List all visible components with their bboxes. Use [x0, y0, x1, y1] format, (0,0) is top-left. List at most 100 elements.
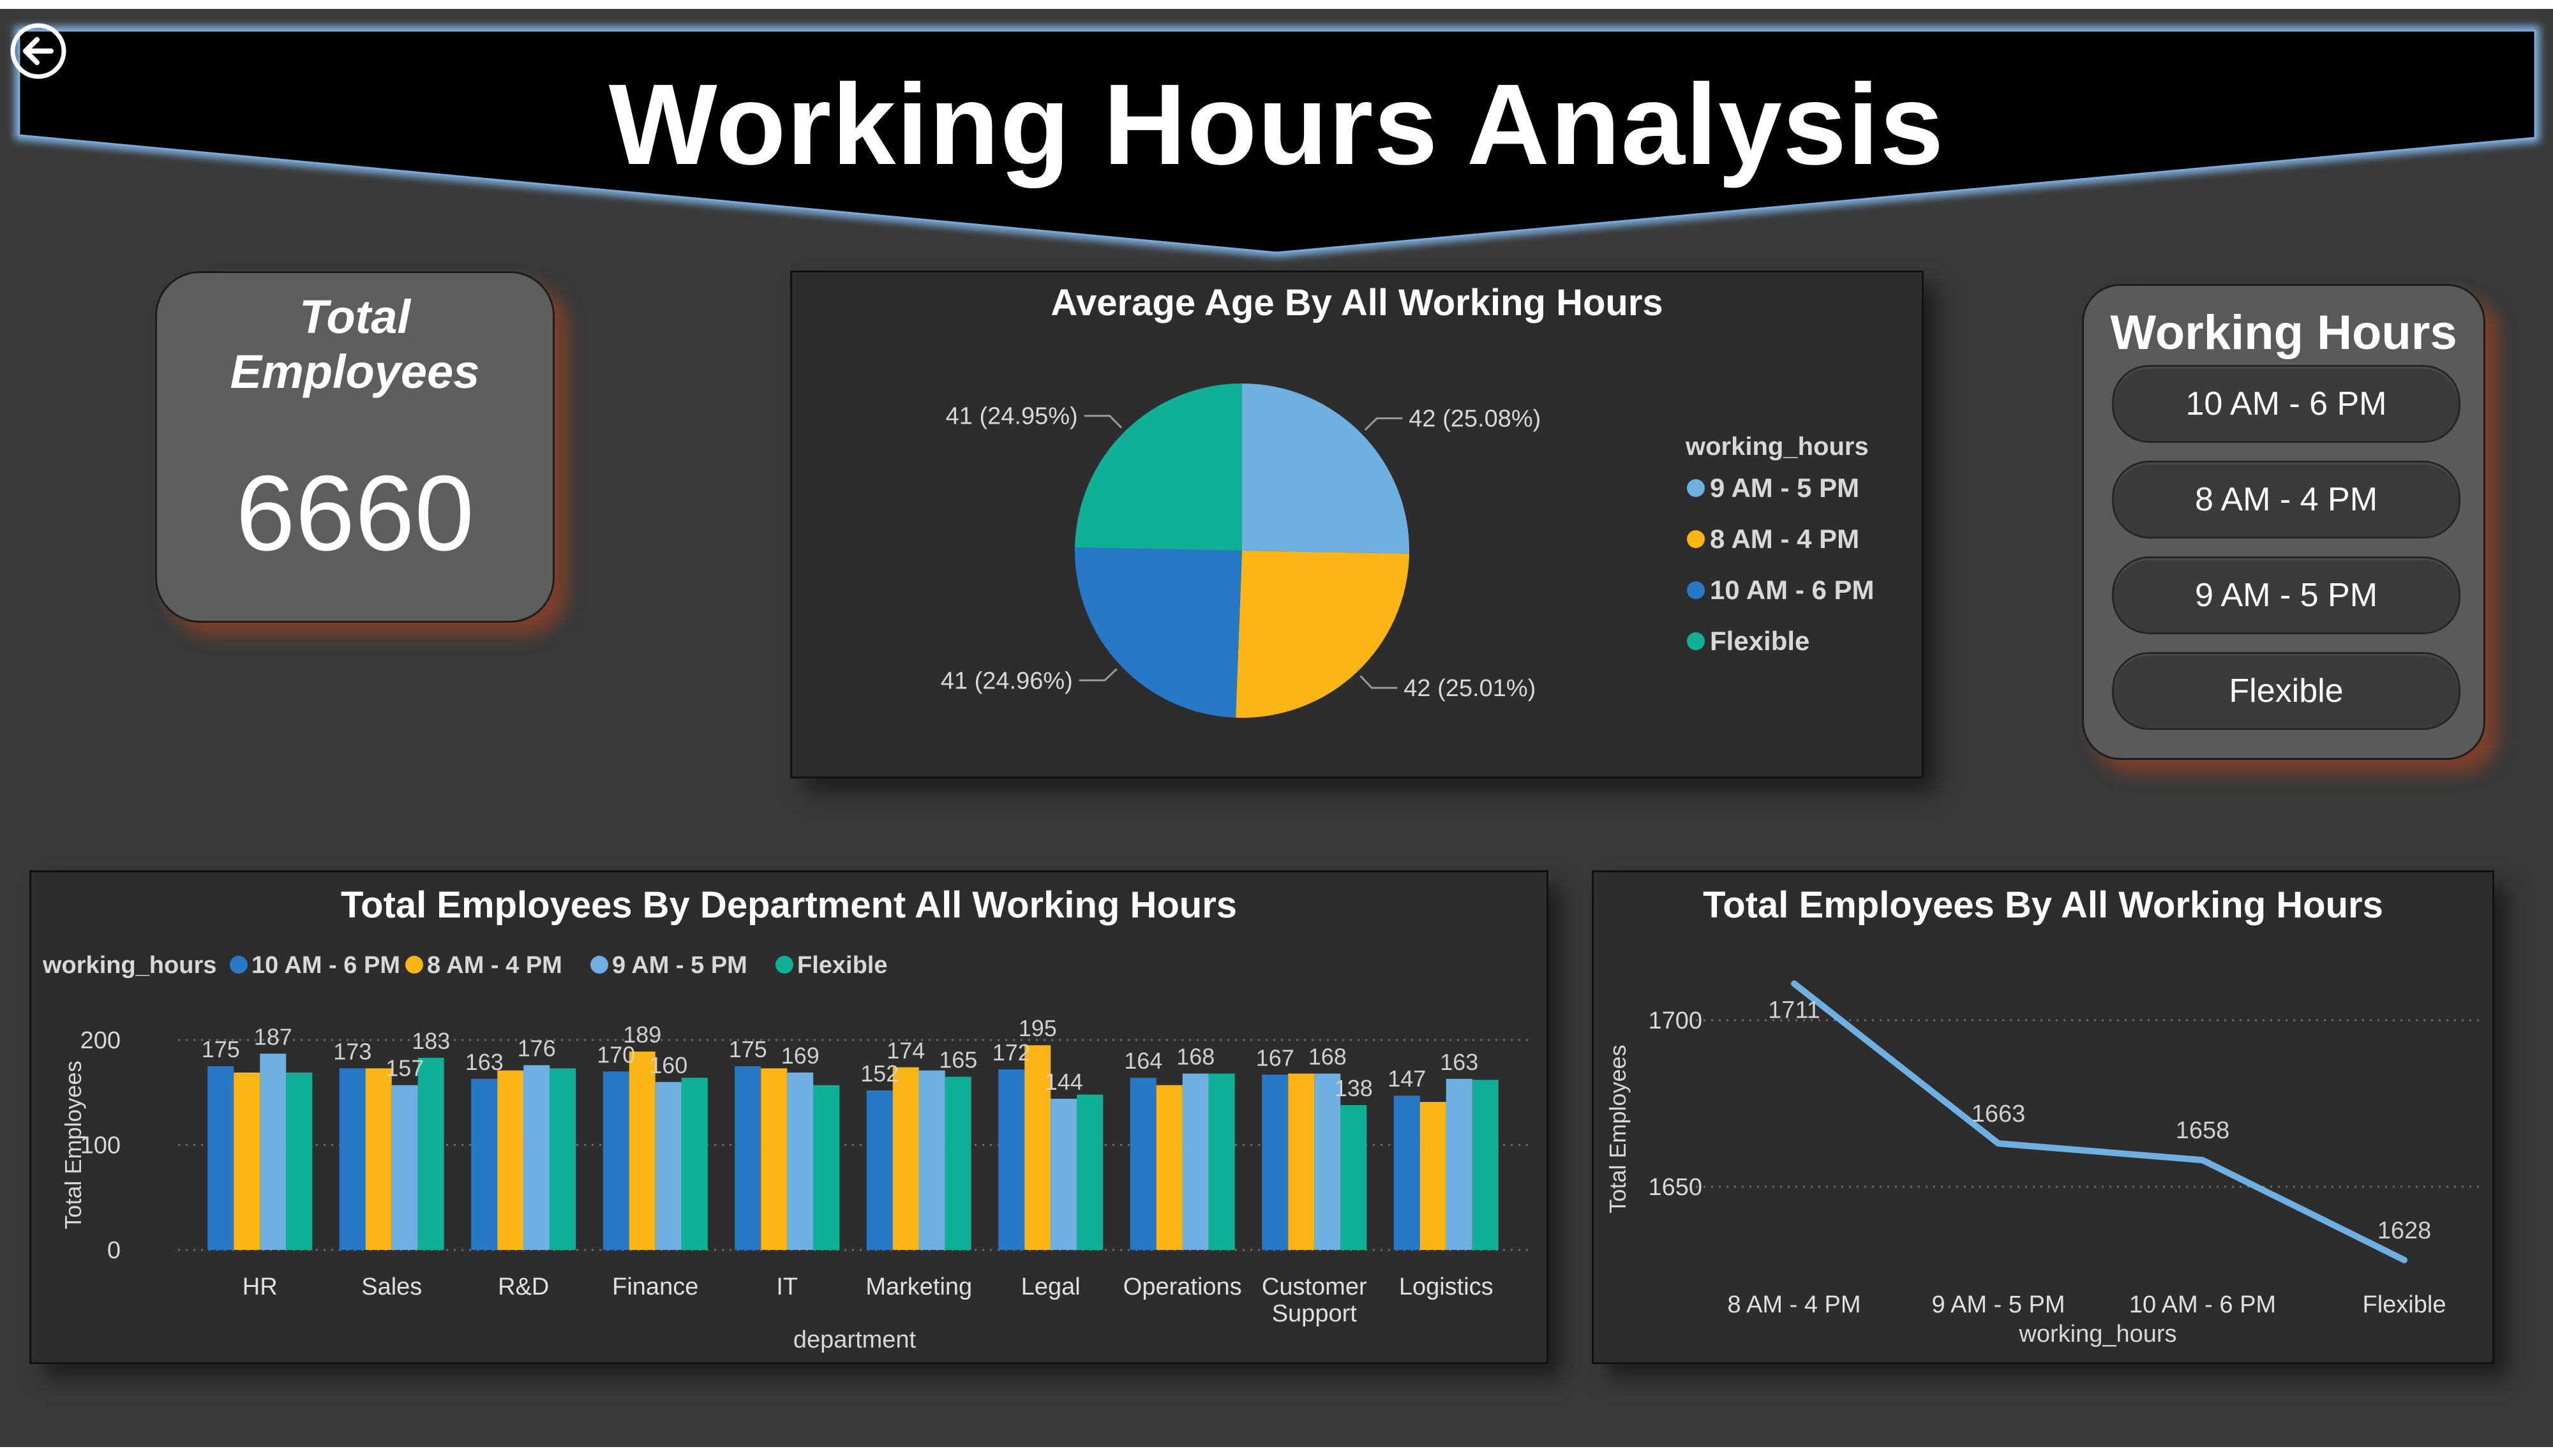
top-border [0, 0, 2553, 9]
line-chart-title: Total Employees By All Working Hours [1703, 884, 2383, 926]
bar-data-label: 138 [1335, 1075, 1373, 1101]
bar-x-tick-label: Finance [612, 1274, 698, 1300]
line-data-label: 1663 [1972, 1101, 2026, 1127]
line-chart: 1650 1700 Total Employees 1711 8 AM - 4 PM 16… [1605, 980, 2481, 1348]
bar-y-axis-label: Total Employees [60, 1060, 86, 1229]
back-arrow-icon [10, 23, 66, 79]
bar-y-tick-label: 100 [80, 1133, 121, 1159]
line-x-tick-label: Flexible [2363, 1291, 2446, 1318]
bar-x-tick-label: Sales [361, 1274, 422, 1300]
bar-customer-support-9-am-5-pm [1314, 1073, 1341, 1250]
line-x-tick-label: 10 AM - 6 PM [2129, 1291, 2276, 1318]
bar-legal-10-am-6-pm [998, 1069, 1025, 1250]
line-y-tick-label: 1650 [1648, 1174, 1702, 1201]
pie-data-label: 42 (25.01%) [1404, 675, 1536, 702]
line-data-label: 1711 [1768, 997, 1820, 1024]
pie-slice-10-am-6-pm [1075, 547, 1242, 718]
kpi-title: Total Employees [230, 290, 480, 398]
bar-it-flexible [813, 1085, 840, 1250]
pie-legend-marker-9-am-5-pm [1687, 479, 1705, 497]
bar-data-label: 164 [1124, 1048, 1162, 1074]
bar-x-tick-label: HR [243, 1274, 278, 1300]
bar-y-tick-label: 200 [80, 1027, 121, 1054]
bar-data-label: 157 [386, 1055, 424, 1081]
bar-data-label: 168 [1308, 1044, 1347, 1070]
pie-legend-title: working_hours [1685, 433, 1869, 461]
pie-legend-label: 8 AM - 4 PM [1710, 524, 1859, 554]
bar-marketing-flexible [945, 1076, 971, 1250]
pie-data-label: 41 (24.96%) [941, 667, 1073, 694]
bar-data-label: 195 [1019, 1015, 1057, 1041]
pie-legend-marker-10-am-6-pm [1687, 581, 1705, 599]
bottom-border [0, 1447, 2553, 1456]
slicer-title: Working Hours [2110, 306, 2457, 360]
bar-operations-9-am-5-pm [1182, 1073, 1209, 1250]
bar-sales-10-am-6-pm [339, 1068, 366, 1250]
slicer-item-8am-4pm[interactable]: 8 AM - 4 PM [2112, 461, 2460, 539]
total-employees-card: Total Employees 6660 [155, 271, 555, 623]
bar-data-label: 163 [465, 1049, 504, 1075]
bar-sales-8-am-4-pm [365, 1068, 392, 1250]
bar-data-label: 152 [860, 1060, 899, 1087]
bar-legal-9-am-5-pm [1051, 1099, 1077, 1250]
pie-slice-flexible [1075, 383, 1242, 551]
bar-hr-10-am-6-pm [207, 1066, 234, 1250]
slicer-item-9am-5pm[interactable]: 9 AM - 5 PM [2112, 556, 2460, 634]
bar-data-label: 160 [649, 1052, 687, 1078]
bar-marketing-10-am-6-pm [866, 1090, 893, 1250]
bar-sales-9-am-5-pm [391, 1085, 418, 1250]
back-button[interactable] [9, 22, 68, 80]
bar-x-tick-label: Support [1272, 1300, 1358, 1327]
pie-leader-line [1359, 675, 1398, 689]
working-hours-slicer: Working Hours 10 AM - 6 PM 8 AM - 4 PM 9… [2082, 284, 2485, 760]
pie-legend-marker-flexible [1687, 632, 1705, 650]
bar-legend-marker-flexible [775, 956, 793, 974]
bar-it-9-am-5-pm [787, 1072, 814, 1250]
bar-data-label: 183 [412, 1028, 450, 1054]
bar-x-axis-label: department [793, 1326, 917, 1353]
bar-sales-flexible [417, 1057, 444, 1250]
slicer-item-10am-6pm[interactable]: 10 AM - 6 PM [2112, 365, 2460, 443]
bar-logistics-8-am-4-pm [1419, 1102, 1446, 1250]
bar-data-label: 189 [623, 1021, 661, 1048]
bar-data-label: 174 [887, 1037, 925, 1064]
line-y-axis-label: Total Employees [1605, 1044, 1631, 1213]
bar-chart: working_hours 10 AM - 6 PM 8 AM - 4 PM 9 AM… [42, 952, 1531, 1353]
bar-legend-title: working_hours [42, 952, 216, 979]
pie-slice-8-am-4-pm [1236, 551, 1409, 718]
bar-data-label: 163 [1440, 1049, 1478, 1075]
pie-data-label: 41 (24.95%) [946, 403, 1078, 430]
pie-legend-label: 9 AM - 5 PM [1710, 473, 1859, 503]
bar-hr-8-am-4-pm [234, 1072, 260, 1250]
bar-marketing-8-am-4-pm [892, 1067, 919, 1250]
bar-data-label: 172 [992, 1039, 1031, 1066]
line-x-tick-label: 8 AM - 4 PM [1727, 1291, 1860, 1318]
bar-data-label: 167 [1256, 1044, 1294, 1071]
line-point-9-am-5-pm [1998, 1143, 1999, 1145]
bar-legend-marker-9-am-5-pm [590, 956, 608, 974]
bar-logistics-10-am-6-pm [1393, 1096, 1420, 1250]
bar-hr-flexible [286, 1072, 313, 1250]
bar-data-label: 168 [1176, 1044, 1215, 1070]
bar-customer-support-flexible [1340, 1104, 1367, 1250]
bar-it-10-am-6-pm [735, 1066, 761, 1250]
bar-hr-9-am-5-pm [260, 1053, 287, 1250]
slicer-item-flexible[interactable]: Flexible [2112, 652, 2460, 730]
bar-operations-flexible [1208, 1073, 1235, 1250]
line-x-axis-label: working_hours [2018, 1321, 2176, 1348]
bar-data-label: 147 [1388, 1066, 1426, 1092]
bar-customer-support-10-am-6-pm [1262, 1074, 1289, 1250]
bar-data-label: 175 [729, 1036, 767, 1062]
bar-y-tick-label: 0 [107, 1237, 121, 1264]
line-data-label: 1658 [2176, 1117, 2230, 1144]
page-title: Working Hours Analysis [608, 61, 1945, 189]
bar-legend-marker-8-am-4-pm [405, 956, 423, 974]
bar-x-tick-label: Legal [1021, 1274, 1081, 1300]
bar-legal-flexible [1077, 1094, 1104, 1250]
pie-slice-9-am-5-pm [1242, 383, 1409, 554]
bar-marketing-9-am-5-pm [918, 1070, 945, 1250]
bar-legal-8-am-4-pm [1024, 1045, 1051, 1250]
bar-chart-panel: Total Employees By Department All Workin… [29, 870, 1548, 1364]
bar-data-label: 169 [781, 1043, 820, 1069]
line-series-path [1791, 980, 2407, 1263]
